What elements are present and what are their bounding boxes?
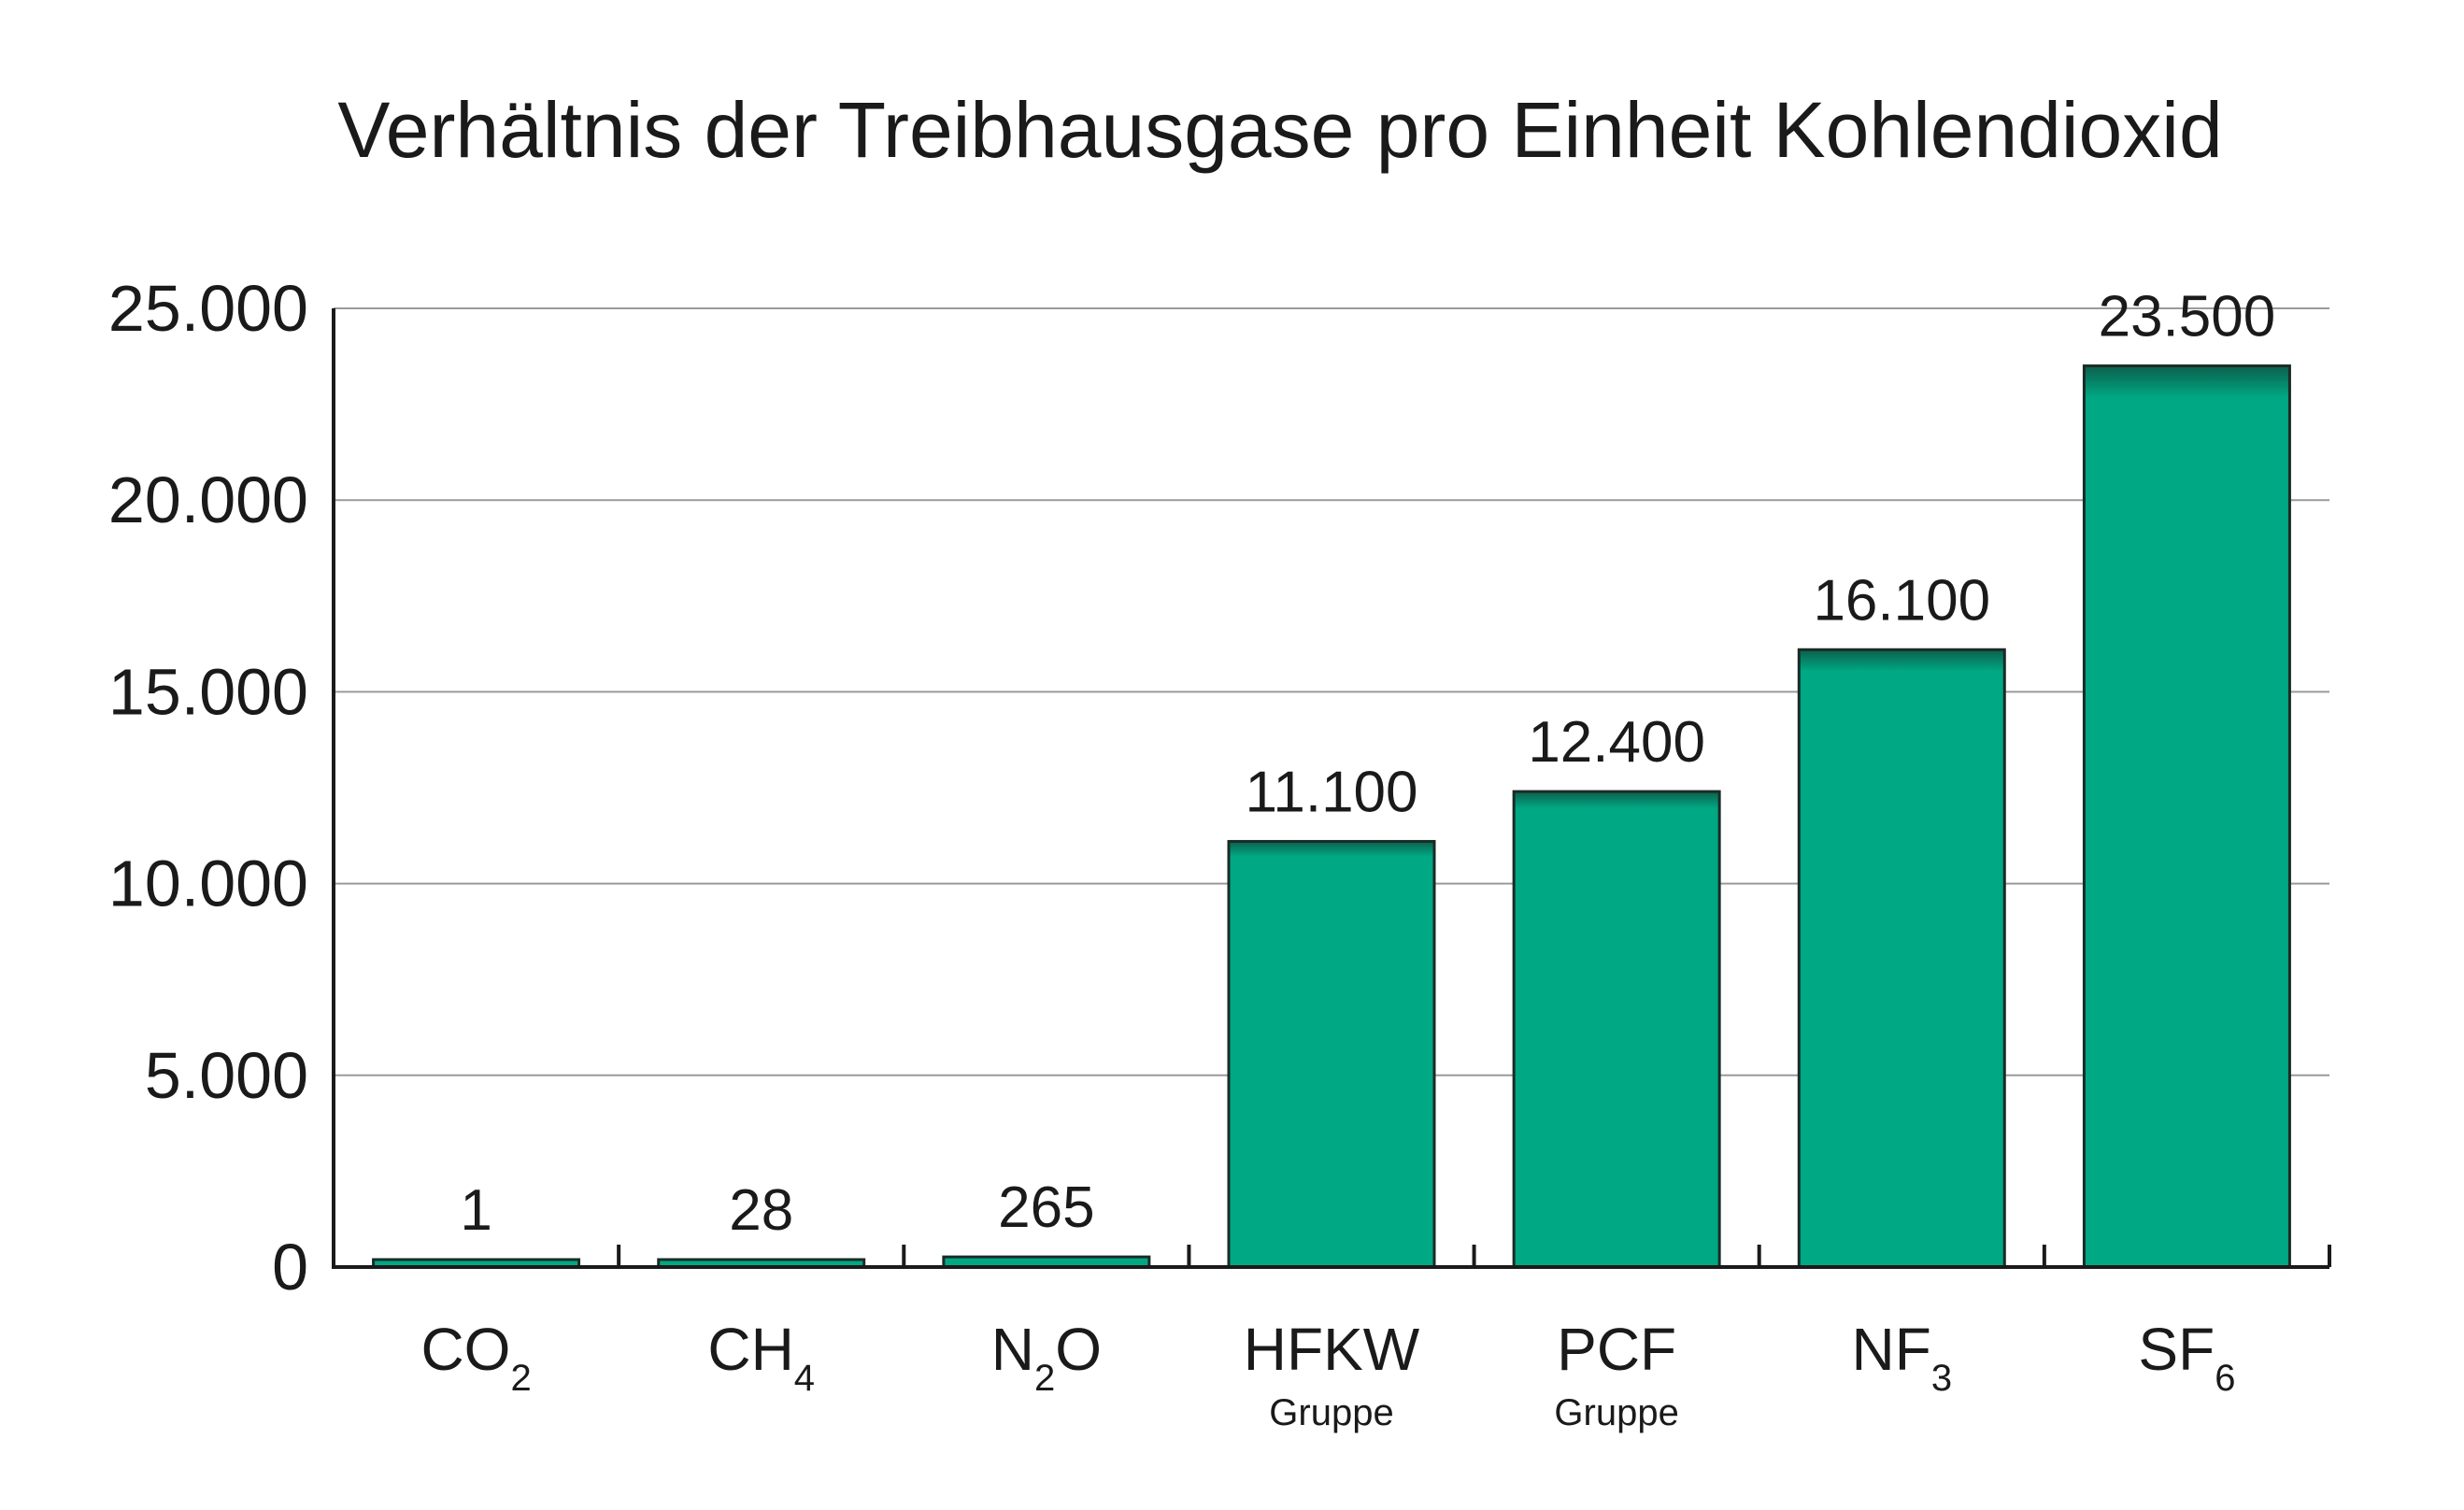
bar-value-label: 11.100 — [1245, 760, 1417, 824]
y-tick-label: 10.000 — [108, 848, 308, 920]
category-label: PCF — [1557, 1316, 1676, 1383]
category-sublabel: Gruppe — [1269, 1392, 1393, 1433]
bar-value-label: 23.500 — [2099, 285, 2276, 349]
y-tick-label: 25.000 — [108, 272, 308, 345]
y-axis-tick-labels: 0 5.000 10.000 15.000 20.000 25.000 — [108, 272, 308, 1303]
chart-title: Verhältnis der Treibhausgase pro Einheit… — [337, 86, 2222, 174]
bar-value-label: 28 — [729, 1178, 793, 1243]
bar — [1227, 839, 1436, 1269]
category-label: CO2 — [420, 1316, 531, 1399]
y-tick-label: 15.000 — [108, 655, 308, 728]
bar — [2082, 364, 2291, 1269]
category-label: CH4 — [707, 1316, 815, 1399]
y-tick-label: 20.000 — [108, 463, 308, 536]
category-sublabel: Gruppe — [1554, 1392, 1678, 1433]
bar-value-label: 12.400 — [1528, 710, 1705, 775]
bar-value-label: 265 — [998, 1175, 1094, 1240]
axes — [332, 308, 2331, 1269]
category-label: SF6 — [2138, 1316, 2235, 1399]
bar-value-label: 16.100 — [1813, 568, 1990, 633]
bar — [1512, 790, 1721, 1269]
x-axis-category-labels: CO2 CH4 N2O HFKW Gruppe PCF Gruppe NF3 SF6 — [420, 1316, 2235, 1433]
category-label: N2O — [991, 1316, 1102, 1399]
value-labels: 1 28 265 11.100 12.400 16.100 23.500 — [460, 285, 2275, 1243]
bar-value-label: 1 — [460, 1178, 491, 1243]
bar — [1797, 648, 2006, 1269]
y-tick-label: 5.000 — [145, 1039, 308, 1112]
category-label: NF3 — [1852, 1316, 1953, 1399]
category-label: HFKW — [1244, 1316, 1420, 1383]
y-tick-label: 0 — [272, 1231, 308, 1303]
